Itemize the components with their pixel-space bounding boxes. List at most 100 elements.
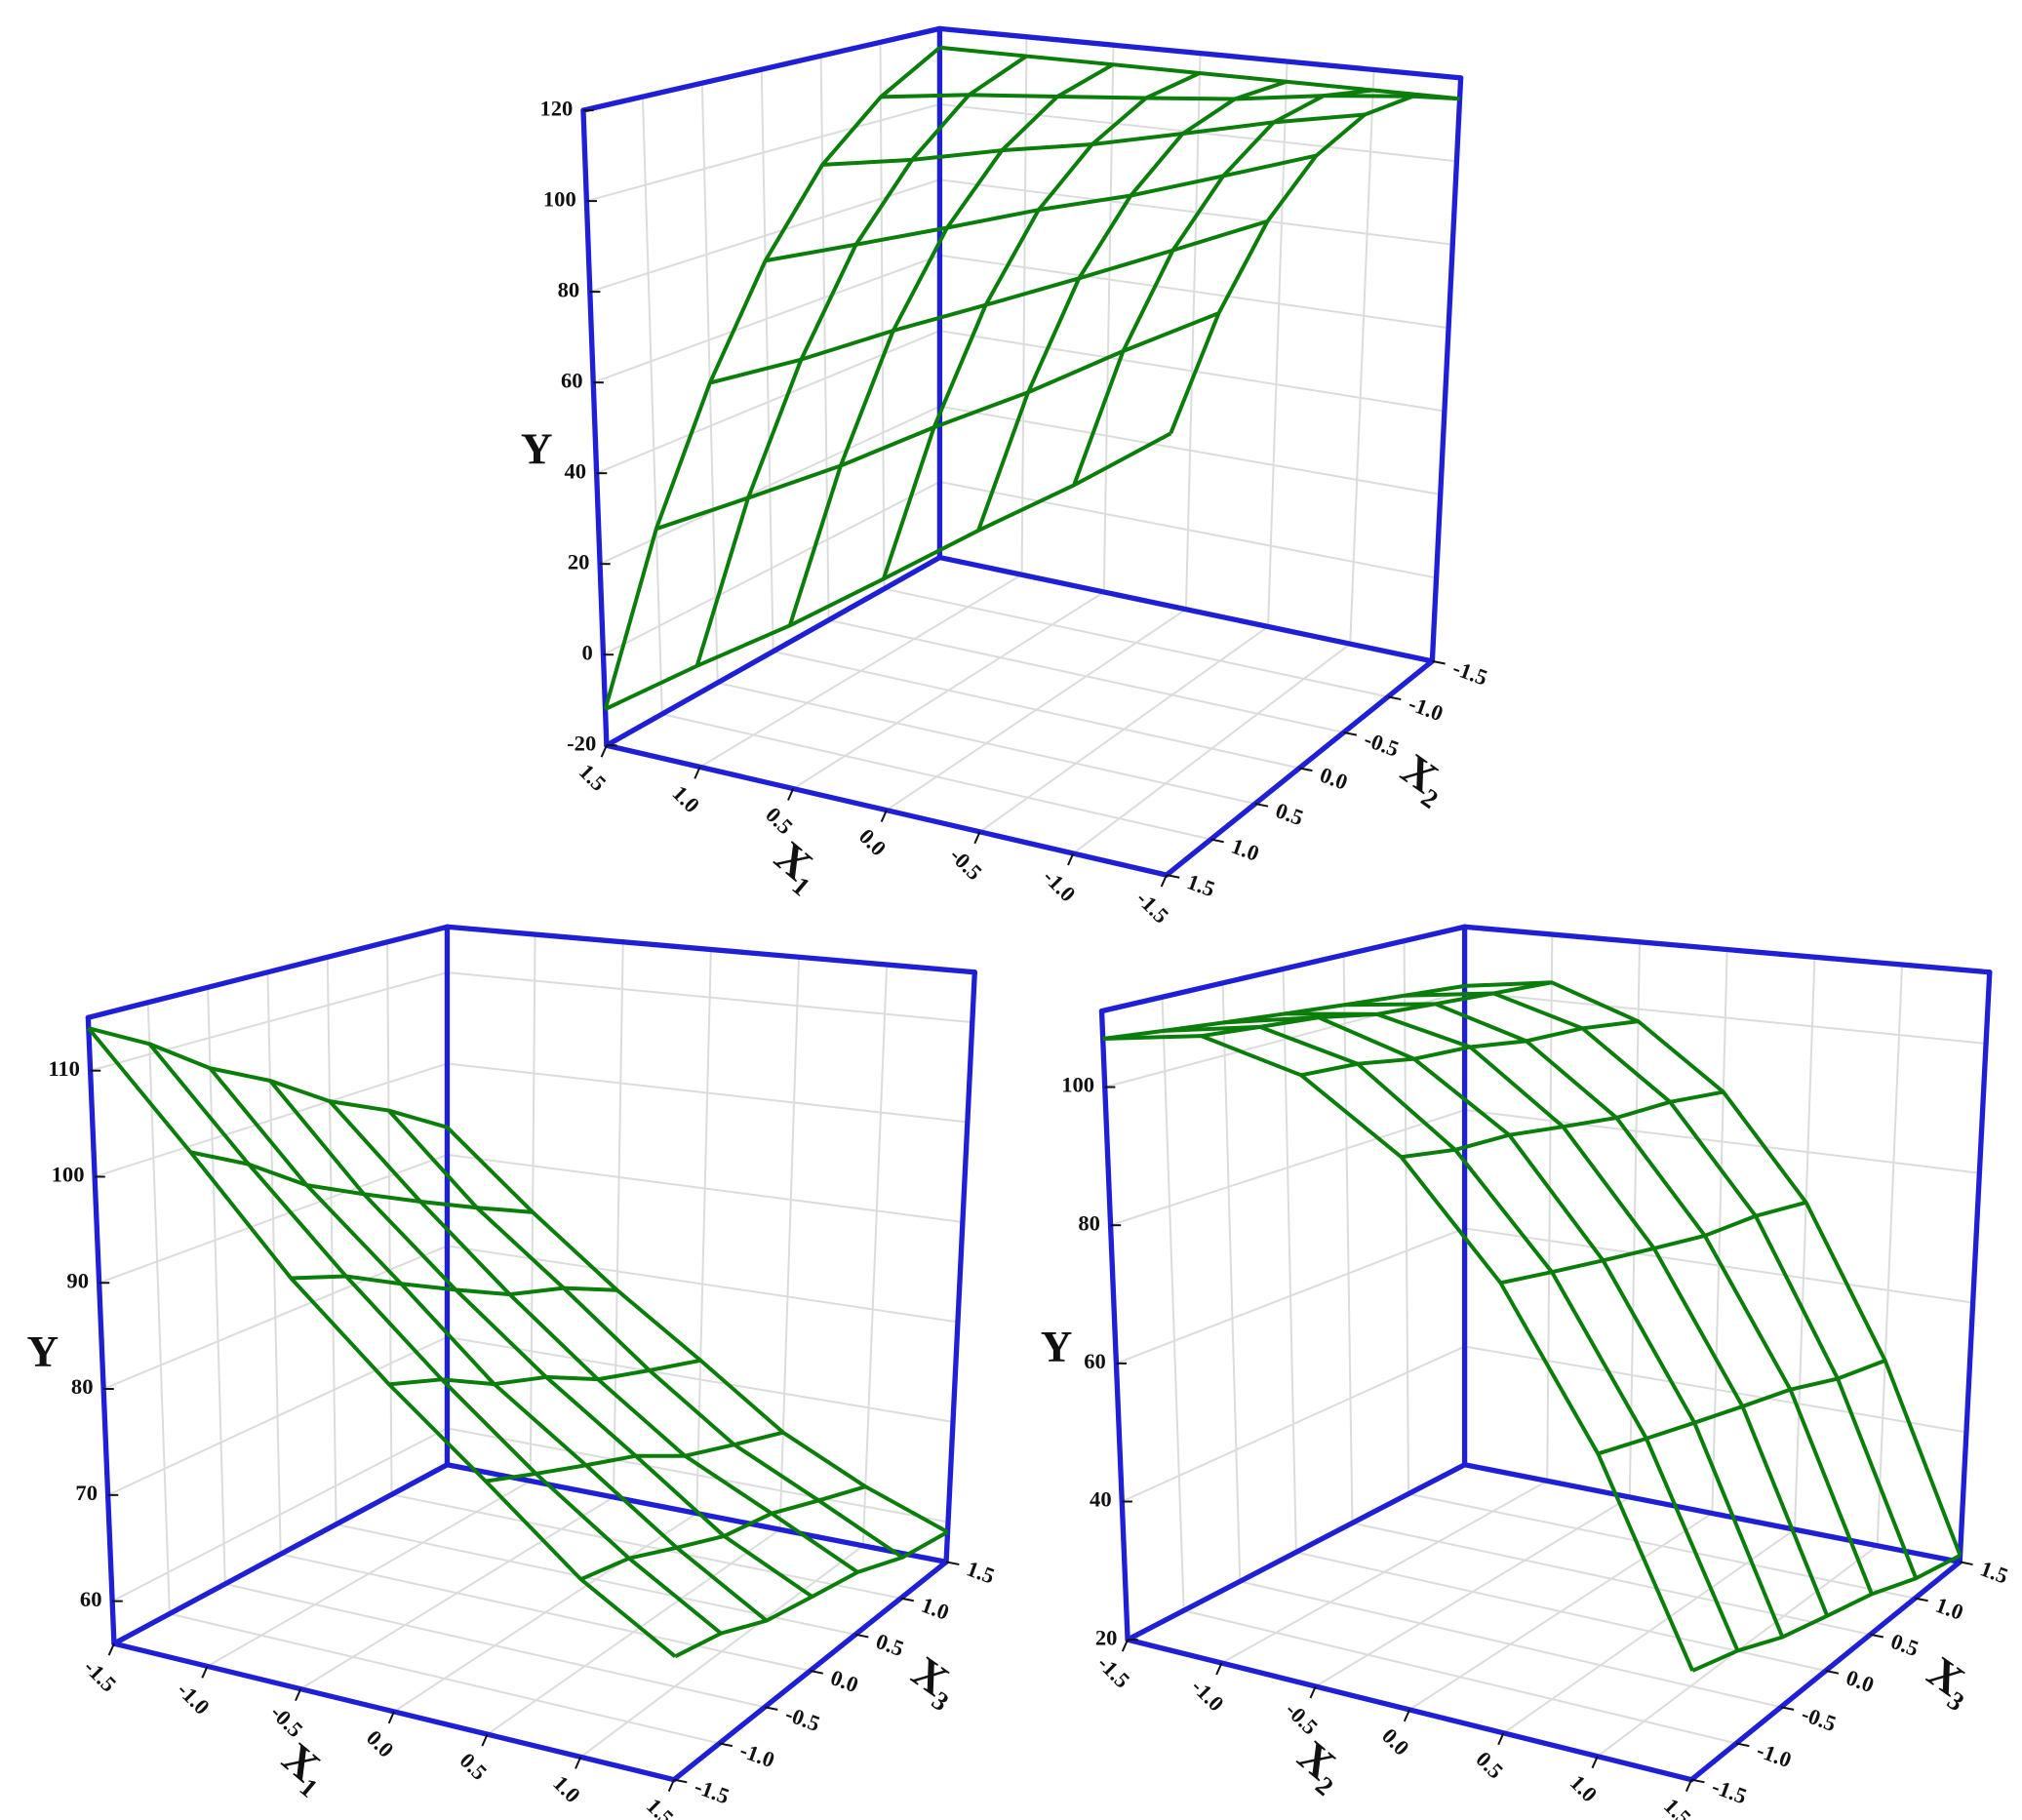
tick-mark [387,1711,395,1724]
surface-line [1169,94,1460,435]
grid-line [1407,1492,1916,1600]
tick-mark [1166,874,1180,879]
grid-line [1295,1551,1826,1673]
grid-line [695,949,712,1514]
z-tick-label: 60 [561,368,583,392]
y-tick-label: 1.0 [918,1593,952,1625]
y-tick-label: 0.5 [1887,1629,1922,1661]
x-axis-title: X₂ [1289,1731,1355,1798]
tick-mark [1915,1597,1928,1602]
tick-mark [810,1670,824,1675]
y-tick-label: -1.5 [1709,1774,1750,1809]
grid-line [529,934,536,1482]
z-tick-label: 90 [66,1268,89,1292]
x-tick-label: -0.5 [1281,1697,1323,1739]
x-axis-title: X₁ [273,1733,339,1800]
box-edge [1461,1462,1963,1565]
grid-line [861,964,889,1546]
x-tick-label: 0.0 [1377,1723,1414,1761]
surface-line [604,431,1172,711]
box-edge [580,25,943,113]
grid-line [266,971,282,1555]
grid-line [326,957,337,1524]
grid-line [1116,1227,1973,1365]
tick-mark [1343,731,1358,736]
z-tick-label: 100 [1061,1073,1094,1097]
tick-mark [1309,1685,1317,1699]
x-tick-label: 0.5 [456,1748,493,1785]
y-tick-label: 1.0 [1228,834,1262,866]
box-edge [1125,1462,1468,1642]
z-tick-label: 80 [558,277,580,301]
surface-line [880,93,1413,101]
y-axis-title: X₂ [1393,744,1458,810]
surface-line [1405,991,1919,1580]
grid-line [90,971,972,1072]
y-tick-label: -1.5 [1449,655,1490,691]
grid-line [1267,61,1289,627]
grid-line [1221,982,1242,1582]
surface-line [328,1099,859,1574]
grid-line [1282,969,1297,1553]
x-tick-label: 0.5 [1471,1747,1508,1784]
tick-mark [295,1688,302,1702]
y-tick-label: 0.5 [1273,798,1307,830]
z-tick-label: 40 [564,458,586,483]
grid-line [760,69,774,652]
grid-line [1546,934,1554,1482]
z-tick-label: 60 [1084,1349,1106,1373]
z-tick-label: 120 [539,96,573,120]
z-tick-label: 40 [1090,1487,1112,1512]
grid-line [582,27,1461,112]
z-tick-label: 100 [52,1163,85,1187]
y-tick-label: -1.0 [1406,691,1447,726]
grid-line [884,587,1389,698]
tick-mark [787,788,795,801]
x-tick-label: -1.0 [1187,1674,1229,1716]
surface-line [88,1026,449,1129]
surface-line [822,112,1366,167]
tick-mark [201,1665,209,1679]
tick-mark [1254,803,1269,808]
surface-line [1102,1034,1695,1672]
box-edge [85,1014,117,1646]
grid-line [819,56,830,620]
box-edge [936,554,1436,664]
tick-mark [973,831,981,845]
tick-mark [1780,1706,1795,1711]
y-axis-title: X₃ [1919,1647,1984,1713]
box-edge [943,969,977,1565]
y-tick-label: -1.5 [692,1774,733,1809]
tick-mark [945,1561,960,1566]
grid-line [1342,955,1354,1523]
x-tick-label: -0.5 [945,843,987,885]
y-tick-label: 1.5 [1184,869,1218,901]
grid-line [828,618,1344,733]
x-tick-label: 0.0 [362,1725,399,1762]
y-tick-label: -1.0 [1754,1738,1795,1773]
y-tick-label: 0.0 [1317,763,1351,795]
box-edge [1957,969,1993,1565]
tick-mark [1298,767,1313,772]
box-edge [1098,924,1468,1014]
tick-mark [900,1597,915,1602]
x-tick-label: 1.5 [1659,1794,1696,1820]
grid-line [391,1493,901,1600]
x-tick-label: -1.5 [79,1655,121,1697]
grid-line [1102,45,1115,593]
tick-mark [1690,1778,1705,1784]
tick-mark [667,1779,675,1793]
surface-line [1464,980,1963,1557]
z-tick-label: 20 [568,549,590,574]
tick-mark [1121,1639,1130,1652]
surface-line [1072,88,1373,487]
x-tick-label: -1.0 [1038,864,1080,906]
tick-mark [1497,1732,1505,1746]
z-axis-title: Y [521,425,553,474]
grid-line [1403,940,1410,1494]
y-tick-label: -1.0 [736,1738,777,1773]
tick-mark [1685,1779,1693,1793]
grid-line [589,178,1453,294]
